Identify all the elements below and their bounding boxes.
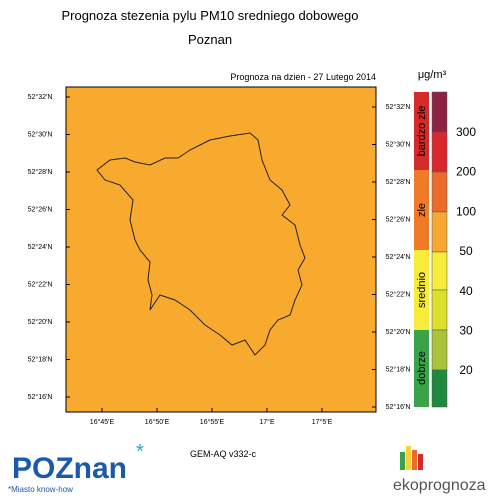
level-boxes xyxy=(431,91,448,408)
lat-label: 52°24'N xyxy=(28,243,53,251)
lat-label: 52°24'N xyxy=(386,253,411,261)
model-label: GEM-AQ v332-c xyxy=(190,449,257,459)
lon-label: 16°55'E xyxy=(200,418,225,426)
lat-label: 52°16'N xyxy=(386,403,411,411)
lat-label: 52°20'N xyxy=(28,318,53,326)
eko-icon xyxy=(400,446,423,470)
category-label: zle xyxy=(416,203,428,217)
category-box xyxy=(414,330,429,407)
lon-label: 16°50'E xyxy=(145,418,170,426)
level-label: 30 xyxy=(459,324,473,338)
lat-label: 52°30'N xyxy=(28,131,53,139)
subtitle: Poznan xyxy=(188,32,232,47)
legend-unit: μg/m³ xyxy=(418,69,447,81)
city-outline xyxy=(96,132,306,356)
category-box xyxy=(414,92,429,170)
category-label: bardzo zle xyxy=(416,106,428,157)
logo-star: * xyxy=(136,441,144,463)
lat-label: 52°26'N xyxy=(28,206,53,214)
level-label: 100 xyxy=(456,204,476,218)
logo-left: POZnan xyxy=(12,452,127,485)
lat-label: 52°20'N xyxy=(386,328,411,336)
legend: bardzo zle zle srednio dobrze 300 200 100 50 40 3… xyxy=(416,106,476,385)
category-box xyxy=(414,250,429,330)
lat-label: 52°28'N xyxy=(386,178,411,186)
forecast-date: Prognoza na dzien - 27 Lutego 2014 xyxy=(230,72,376,82)
level-label: 200 xyxy=(456,165,476,179)
level-label: 50 xyxy=(459,244,473,258)
level-label: 40 xyxy=(459,284,473,298)
lon-label: 16°45'E xyxy=(90,418,115,426)
lat-label: 52°32'N xyxy=(28,93,53,101)
category-box xyxy=(414,170,429,250)
lat-label: 52°22'N xyxy=(28,281,53,289)
category-label: srednio xyxy=(416,272,428,308)
lon-label: 17°5'E xyxy=(312,418,333,426)
logo-right: ekoprognoza xyxy=(393,477,486,494)
lat-label: 52°32'N xyxy=(386,103,411,111)
level-label: 20 xyxy=(459,363,473,377)
map-area xyxy=(65,86,377,413)
lat-label: 52°18'N xyxy=(28,356,53,364)
category-label: dobrze xyxy=(416,351,428,385)
lat-label: 52°26'N xyxy=(386,216,411,224)
lat-label: 52°16'N xyxy=(28,393,53,401)
ticks: 52°32'N 52°30'N 52°28'N 52°26'N 52°24'N 52°22… xyxy=(28,93,411,426)
lat-label: 52°30'N xyxy=(386,141,411,149)
lon-label: 17°E xyxy=(259,418,275,426)
level-label: 300 xyxy=(456,125,476,139)
logo-tagline: *Miasto know-how xyxy=(8,485,73,494)
lat-label: 52°28'N xyxy=(28,168,53,176)
lat-label: 52°22'N xyxy=(386,291,411,299)
title: Prognoza stezenia pylu PM10 sredniego do… xyxy=(61,8,358,23)
lat-label: 52°18'N xyxy=(386,366,411,374)
